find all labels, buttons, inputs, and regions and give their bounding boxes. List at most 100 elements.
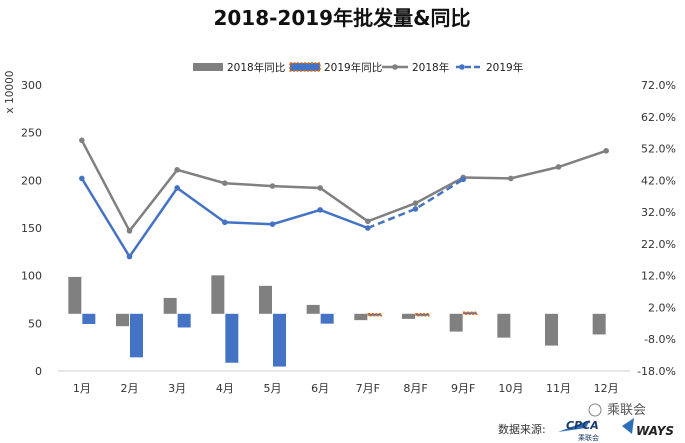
bar-2019-yoy [177,313,191,328]
left-tick-label: 0 [35,365,42,378]
left-tick-label: 200 [21,174,42,187]
legend-item-2019-yoy: 2019年同比 [289,61,382,74]
point-2019 [317,207,323,213]
x-tick-label: 5月 [264,382,282,395]
legend-item-2019: 2019年 [456,61,523,74]
x-tick-label: 12月 [594,382,619,395]
point-2019 [174,185,180,191]
watermark: 乘联会 [588,403,646,418]
x-tick-label: 2月 [121,382,139,395]
point-2019 [79,175,85,182]
x-tick-label: 1月 [73,382,91,395]
cpca-logo-swoosh [558,420,590,432]
bar-2018-yoy [259,285,272,314]
left-tick-label: 100 [21,270,42,283]
source-label: 数据来源: [498,422,546,436]
right-tick-label: 52.0% [641,143,676,156]
right-tick-label: 42.0% [641,174,676,187]
chart-title: 2018-2019年批发量&同比 [213,6,470,30]
bar-2018-yoy [592,313,606,335]
ways-logo-mark [622,418,634,434]
legend-label-2018: 2018年 [412,61,449,74]
source-credit: 数据来源: CPCA 乘联会 WAYS [498,418,674,442]
legend: 2018年同比 2019年同比 2018年 2019年 [193,61,523,74]
bar-2018-yoy [402,313,415,319]
point-2019 [365,225,371,231]
watermark-text: 乘联会 [607,403,646,418]
bar-2018-yoy [163,297,177,314]
legend-label-2019-yoy: 2019年同比 [324,61,382,74]
line-2018 [80,139,607,234]
bar-2018-yoy [545,313,558,346]
legend-marker-2018 [392,64,398,70]
legend-item-2018-yoy: 2018年同比 [193,61,285,74]
point-2018 [412,200,419,207]
x-axis-ticks: 1月 2月 3月 4月 5月 6月 7月F 8月F 9月F 10月 11月 12月 [73,382,619,395]
cpca-logo-text: CPCA [566,419,599,432]
left-axis-ticks: 0 50 100 150 200 250 300 [21,79,42,378]
left-tick-label: 300 [21,79,42,92]
bar-2018-yoy [116,313,129,327]
x-tick-label: 4月 [216,382,234,395]
point-2018 [222,180,228,186]
point-2019 [412,206,419,212]
legend-marker-2019 [459,64,465,70]
left-axis-unit-label: x 10000 [4,71,16,114]
x-tick-label: 9月F [451,382,475,395]
cpca-logo: CPCA 乘联会 [558,419,599,442]
bar-2019-yoy [320,313,334,324]
bar-2019-yoy [82,313,96,324]
bar-2019-yoy-forecast [367,313,383,317]
x-tick-label: 7月F [356,382,380,395]
right-tick-label: 32.0% [641,206,676,219]
point-2018 [269,183,276,189]
point-2018 [126,228,133,234]
bar-2019-yoy [130,313,143,358]
point-2019 [222,219,228,226]
x-tick-label: 11月 [546,382,571,395]
bar-2019-yoy [273,313,286,367]
left-tick-label: 150 [21,222,42,235]
bar-2019-yoy-forecast [415,313,430,317]
ways-logo: WAYS [622,418,674,438]
left-tick-label: 50 [28,317,42,330]
point-2018 [365,218,371,225]
point-2018 [603,147,609,154]
right-tick-label: 22.0% [641,238,676,251]
point-2018 [79,137,85,144]
legend-swatch-2018-yoy [193,63,223,71]
point-2019 [126,253,133,260]
bar-2019-yoy-forecast [462,311,478,315]
legend-item-2018: 2018年 [382,61,449,74]
legend-label-2018-yoy: 2018年同比 [227,61,285,74]
right-tick-label: 12.0% [641,270,676,283]
point-2019 [460,176,466,183]
legend-swatch-2019-yoy [289,62,321,72]
bars [68,275,606,367]
x-tick-label: 10月 [498,382,523,395]
point-2018 [555,164,562,170]
ways-logo-text: WAYS [636,424,674,438]
right-axis-ticks: -18.0% -8.0% 2.0% 12.0% 22.0% 32.0% 42.0% 52.0%… [637,79,676,378]
bar-2018-yoy [449,313,463,332]
cpca-logo-subtext: 乘联会 [578,433,599,442]
point-2018 [508,175,514,182]
x-tick-label: 8月F [403,382,427,395]
point-2019 [269,221,276,227]
line-2019-forecast [367,178,464,230]
bar-2018-yoy [68,276,82,314]
x-tick-label: 6月 [311,382,329,395]
x-tick-label: 3月 [168,382,186,395]
lines [79,137,609,260]
right-tick-label: 72.0% [641,79,676,92]
right-tick-label: -8.0% [644,333,676,346]
legend-label-2019: 2019年 [486,61,523,74]
bar-2019-yoy [225,313,239,363]
bar-2018-yoy [497,313,511,338]
bar-2018-yoy [306,304,320,314]
right-tick-label: 2.0% [648,301,676,314]
right-tick-label: 62.0% [641,111,676,124]
point-2018 [174,167,180,173]
left-tick-label: 250 [21,127,42,140]
